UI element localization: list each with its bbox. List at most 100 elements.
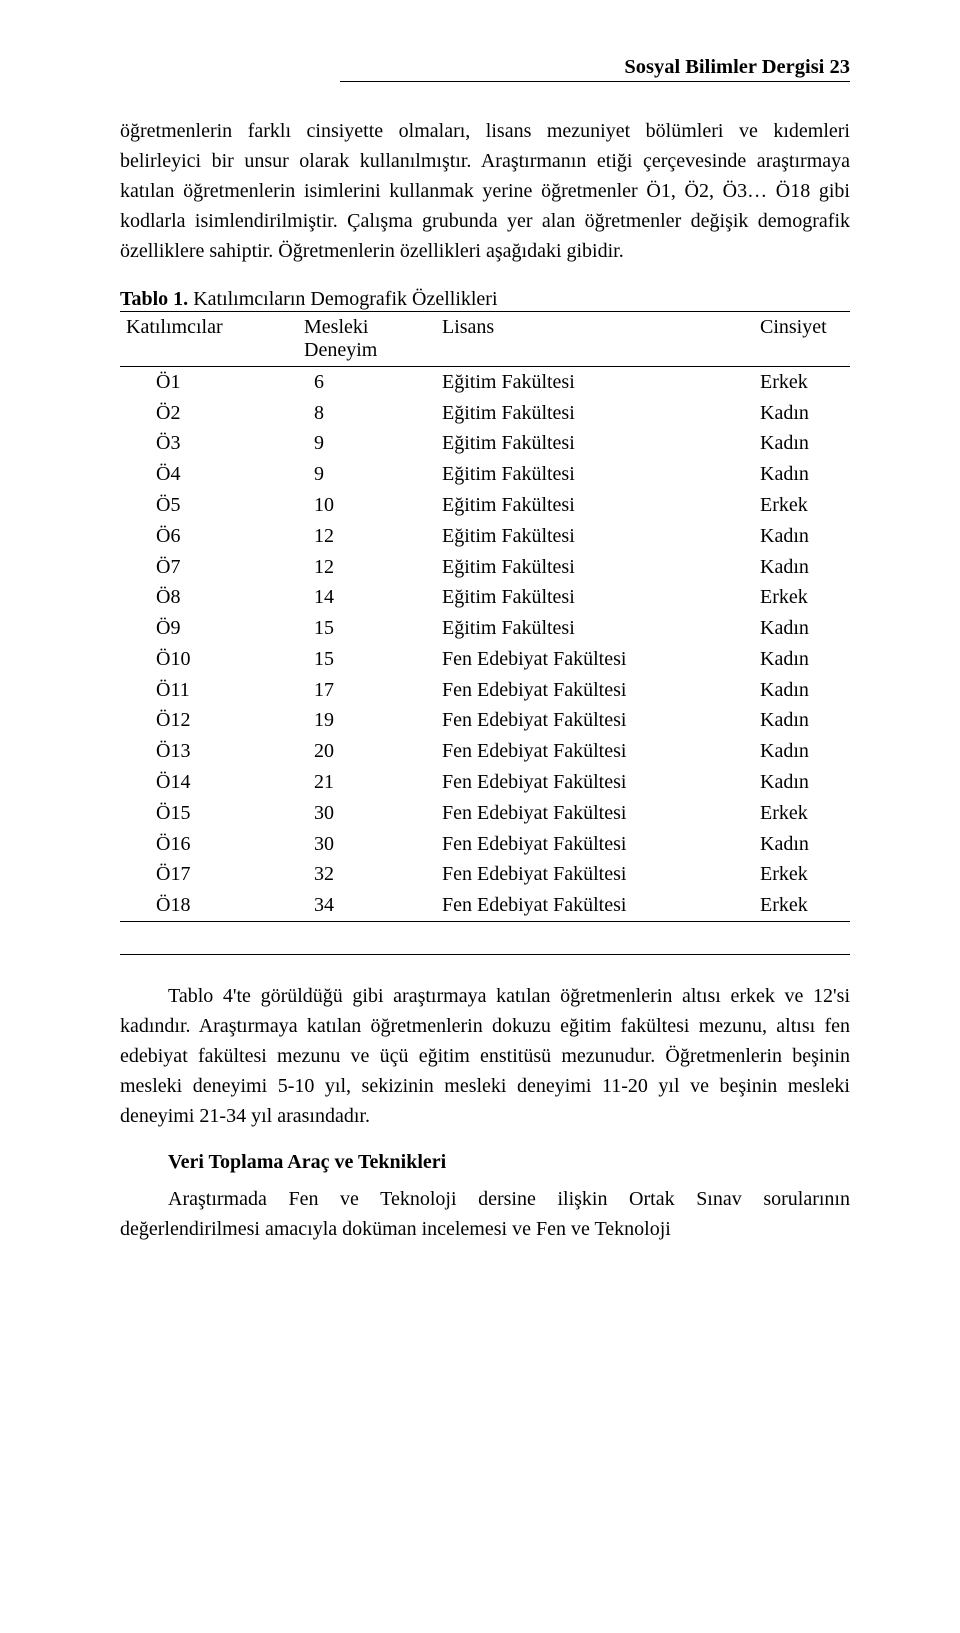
table-row: Ö6 12 Eğitim Fakültesi Kadın — [120, 521, 850, 552]
table-body: Ö1 6 Eğitim Fakültesi Erkek Ö2 8 Eğitim … — [120, 367, 850, 922]
cell-degree: Eğitim Fakültesi — [442, 429, 760, 460]
cell-participant: Ö11 — [120, 675, 304, 706]
cell-experience: 15 — [304, 644, 442, 675]
cell-participant: Ö4 — [120, 459, 304, 490]
cell-participant: Ö6 — [120, 521, 304, 552]
table-caption-text: Katılımcıların Demografik Özellikleri — [188, 288, 497, 310]
section-heading: Veri Toplama Araç ve Teknikleri — [120, 1151, 850, 1174]
col-header-participant: Katılımcılar — [120, 312, 304, 367]
cell-experience: 21 — [304, 767, 442, 798]
cell-participant: Ö8 — [120, 582, 304, 613]
cell-gender: Kadın — [760, 706, 850, 737]
table-row: Ö11 17 Fen Edebiyat Fakültesi Kadın — [120, 675, 850, 706]
col-header-experience-l1: Mesleki — [304, 316, 368, 338]
cell-participant: Ö12 — [120, 706, 304, 737]
cell-gender: Kadın — [760, 613, 850, 644]
cell-experience: 9 — [304, 459, 442, 490]
table-row: Ö4 9 Eğitim Fakültesi Kadın — [120, 459, 850, 490]
cell-experience: 32 — [304, 860, 442, 891]
cell-experience: 19 — [304, 706, 442, 737]
table-row: Ö3 9 Eğitim Fakültesi Kadın — [120, 429, 850, 460]
cell-degree: Fen Edebiyat Fakültesi — [442, 675, 760, 706]
cell-experience: 20 — [304, 736, 442, 767]
table-row: Ö5 10 Eğitim Fakültesi Erkek — [120, 490, 850, 521]
cell-experience: 30 — [304, 798, 442, 829]
table-row: Ö9 15 Eğitim Fakültesi Kadın — [120, 613, 850, 644]
page-container: Sosyal Bilimler Dergisi 23 öğretmenlerin… — [0, 0, 960, 1633]
cell-degree: Eğitim Fakültesi — [442, 582, 760, 613]
col-header-experience-l2: Deneyim — [304, 339, 377, 361]
table-row: Ö14 21 Fen Edebiyat Fakültesi Kadın — [120, 767, 850, 798]
cell-experience: 17 — [304, 675, 442, 706]
cell-gender: Erkek — [760, 798, 850, 829]
cell-degree: Fen Edebiyat Fakültesi — [442, 860, 760, 891]
cell-participant: Ö2 — [120, 398, 304, 429]
cell-degree: Fen Edebiyat Fakültesi — [442, 890, 760, 921]
cell-participant: Ö16 — [120, 829, 304, 860]
cell-gender: Kadın — [760, 552, 850, 583]
table-row: Ö8 14 Eğitim Fakültesi Erkek — [120, 582, 850, 613]
cell-degree: Eğitim Fakültesi — [442, 398, 760, 429]
cell-participant: Ö9 — [120, 613, 304, 644]
table-row: Ö16 30 Fen Edebiyat Fakültesi Kadın — [120, 829, 850, 860]
cell-participant: Ö18 — [120, 890, 304, 921]
table-caption-label: Tablo 1. — [120, 288, 188, 310]
col-header-degree: Lisans — [442, 312, 760, 367]
table-row: Ö1 6 Eğitim Fakültesi Erkek — [120, 367, 850, 398]
table-header-row: Katılımcılar Mesleki Deneyim Lisans Cins… — [120, 312, 850, 367]
cell-gender: Erkek — [760, 490, 850, 521]
cell-gender: Erkek — [760, 582, 850, 613]
cell-participant: Ö3 — [120, 429, 304, 460]
col-header-gender: Cinsiyet — [760, 312, 850, 367]
cell-experience: 15 — [304, 613, 442, 644]
cell-experience: 34 — [304, 890, 442, 921]
cell-gender: Erkek — [760, 860, 850, 891]
cell-gender: Kadın — [760, 398, 850, 429]
cell-experience: 9 — [304, 429, 442, 460]
cell-degree: Eğitim Fakültesi — [442, 521, 760, 552]
table-row: Ö13 20 Fen Edebiyat Fakültesi Kadın — [120, 736, 850, 767]
cell-degree: Eğitim Fakültesi — [442, 613, 760, 644]
body-text-block: öğretmenlerin farklı cinsiyette olmaları… — [120, 116, 850, 266]
cell-gender: Kadın — [760, 521, 850, 552]
after-table-block: Tablo 4'te görüldüğü gibi araştırmaya ka… — [120, 981, 850, 1131]
cell-degree: Fen Edebiyat Fakültesi — [442, 736, 760, 767]
after-table-paragraph: Tablo 4'te görüldüğü gibi araştırmaya ka… — [120, 981, 850, 1131]
cell-gender: Kadın — [760, 675, 850, 706]
table-row: Ö15 30 Fen Edebiyat Fakültesi Erkek — [120, 798, 850, 829]
cell-degree: Eğitim Fakültesi — [442, 490, 760, 521]
table-row: Ö18 34 Fen Edebiyat Fakültesi Erkek — [120, 890, 850, 921]
cell-gender: Kadın — [760, 429, 850, 460]
closing-paragraph: Araştırmada Fen ve Teknoloji dersine ili… — [120, 1184, 850, 1244]
cell-experience: 14 — [304, 582, 442, 613]
post-table-rule — [120, 954, 850, 955]
cell-gender: Kadın — [760, 767, 850, 798]
cell-gender: Kadın — [760, 736, 850, 767]
table-row: Ö12 19 Fen Edebiyat Fakültesi Kadın — [120, 706, 850, 737]
cell-degree: Fen Edebiyat Fakültesi — [442, 767, 760, 798]
cell-experience: 12 — [304, 552, 442, 583]
cell-gender: Kadın — [760, 459, 850, 490]
cell-gender: Erkek — [760, 367, 850, 398]
cell-participant: Ö14 — [120, 767, 304, 798]
cell-participant: Ö7 — [120, 552, 304, 583]
cell-degree: Eğitim Fakültesi — [442, 552, 760, 583]
cell-participant: Ö17 — [120, 860, 304, 891]
cell-experience: 10 — [304, 490, 442, 521]
table-row: Ö10 15 Fen Edebiyat Fakültesi Kadın — [120, 644, 850, 675]
demographics-table: Katılımcılar Mesleki Deneyim Lisans Cins… — [120, 311, 850, 922]
cell-degree: Fen Edebiyat Fakültesi — [442, 798, 760, 829]
cell-gender: Kadın — [760, 644, 850, 675]
table-row: Ö17 32 Fen Edebiyat Fakültesi Erkek — [120, 860, 850, 891]
table-caption: Tablo 1. Katılımcıların Demografik Özell… — [120, 288, 850, 311]
cell-participant: Ö13 — [120, 736, 304, 767]
col-header-experience: Mesleki Deneyim — [304, 312, 442, 367]
cell-participant: Ö1 — [120, 367, 304, 398]
cell-degree: Fen Edebiyat Fakültesi — [442, 706, 760, 737]
table-row: Ö7 12 Eğitim Fakültesi Kadın — [120, 552, 850, 583]
running-header: Sosyal Bilimler Dergisi 23 — [340, 56, 850, 82]
cell-experience: 8 — [304, 398, 442, 429]
cell-degree: Fen Edebiyat Fakültesi — [442, 829, 760, 860]
cell-gender: Kadın — [760, 829, 850, 860]
intro-paragraph: öğretmenlerin farklı cinsiyette olmaları… — [120, 116, 850, 266]
